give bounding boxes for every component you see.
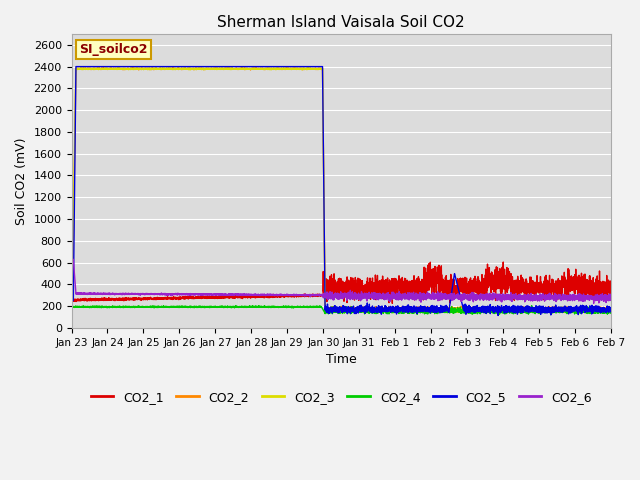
CO2_2 — [391, 306, 399, 312]
Legend: CO2_1, CO2_2, CO2_3, CO2_4, CO2_5, CO2_6: CO2_1, CO2_2, CO2_3, CO2_4, CO2_5, CO2_6 — [86, 385, 597, 408]
CO2_6 — [470, 292, 478, 298]
Line: CO2_3: CO2_3 — [72, 68, 611, 313]
CO2_3 — [470, 309, 478, 315]
CO2_1 — [419, 288, 426, 293]
Title: Sherman Island Vaisala Soil CO2: Sherman Island Vaisala Soil CO2 — [218, 15, 465, 30]
CO2_5 — [494, 312, 502, 318]
CO2_2 — [274, 66, 282, 72]
CO2_3 — [68, 262, 76, 268]
CO2_1 — [607, 292, 615, 298]
Text: SI_soilco2: SI_soilco2 — [79, 43, 148, 56]
CO2_5 — [166, 64, 173, 70]
CO2_3 — [391, 307, 399, 313]
CO2_6 — [419, 292, 426, 298]
CO2_5 — [607, 308, 615, 313]
CO2_2 — [419, 306, 426, 312]
CO2_4 — [413, 312, 421, 317]
CO2_5 — [511, 307, 519, 312]
CO2_5 — [274, 64, 282, 70]
CO2_2 — [166, 65, 173, 71]
Line: CO2_4: CO2_4 — [72, 306, 611, 314]
CO2_4 — [419, 308, 426, 313]
Line: CO2_6: CO2_6 — [72, 259, 611, 303]
CO2_1 — [68, 297, 76, 303]
CO2_1 — [511, 293, 519, 299]
CO2_2 — [470, 305, 478, 311]
CO2_5 — [72, 64, 80, 70]
Y-axis label: Soil CO2 (mV): Soil CO2 (mV) — [15, 137, 28, 225]
Line: CO2_2: CO2_2 — [72, 68, 611, 312]
CO2_4 — [511, 309, 519, 315]
CO2_3 — [607, 309, 615, 314]
CO2_3 — [166, 66, 173, 72]
CO2_1 — [388, 300, 396, 306]
CO2_4 — [68, 304, 76, 310]
CO2_6 — [166, 291, 173, 297]
CO2_2 — [564, 309, 572, 315]
CO2_6 — [68, 256, 76, 262]
CO2_6 — [391, 293, 399, 299]
CO2_1 — [391, 285, 399, 291]
CO2_4 — [470, 309, 478, 314]
Line: CO2_5: CO2_5 — [72, 67, 611, 315]
CO2_1 — [499, 259, 507, 265]
CO2_6 — [274, 293, 282, 299]
CO2_5 — [470, 308, 478, 313]
CO2_2 — [607, 307, 615, 313]
CO2_3 — [274, 65, 282, 71]
CO2_6 — [511, 295, 519, 301]
X-axis label: Time: Time — [326, 353, 356, 366]
CO2_6 — [607, 295, 615, 301]
CO2_4 — [607, 307, 615, 313]
CO2_3 — [419, 308, 426, 313]
CO2_1 — [470, 287, 478, 293]
CO2_5 — [391, 306, 399, 312]
CO2_3 — [114, 65, 122, 71]
CO2_5 — [68, 298, 76, 303]
CO2_3 — [511, 309, 519, 315]
CO2_2 — [68, 286, 76, 291]
CO2_1 — [274, 292, 282, 298]
CO2_6 — [590, 300, 598, 306]
CO2_2 — [237, 65, 245, 71]
Line: CO2_1: CO2_1 — [72, 262, 611, 303]
CO2_4 — [166, 304, 173, 310]
CO2_4 — [274, 304, 282, 310]
CO2_4 — [391, 309, 399, 315]
CO2_5 — [419, 308, 426, 314]
CO2_2 — [511, 306, 519, 312]
CO2_4 — [528, 303, 536, 309]
CO2_3 — [462, 310, 470, 316]
CO2_1 — [166, 296, 173, 301]
